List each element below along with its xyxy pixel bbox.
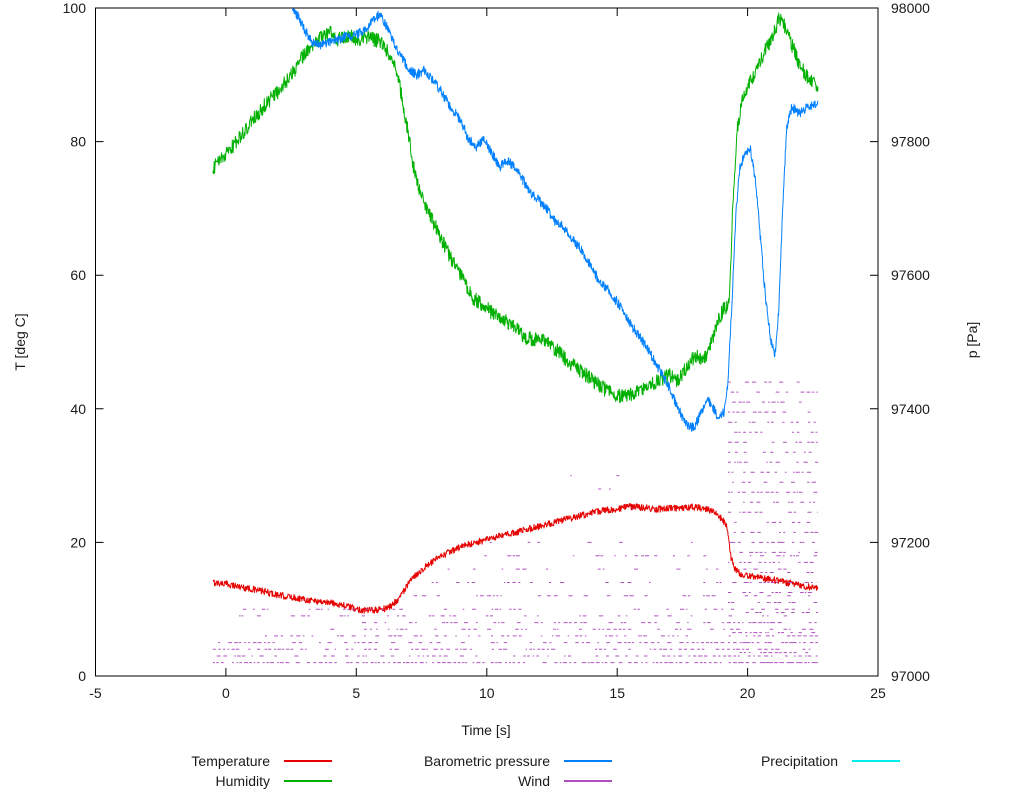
legend-line-pressure	[564, 760, 612, 762]
y-tick-label-right: 97400	[891, 401, 930, 417]
y-tick-label-right: 97600	[891, 267, 930, 283]
humidity-series-line	[212, 12, 819, 403]
y-tick-label-left: 80	[70, 134, 86, 150]
legend-item-humidity: Humidity	[95, 772, 332, 790]
legend-item-pressure: Barometric pressure	[360, 752, 612, 770]
y-axis-label-right: p [Pa]	[964, 321, 980, 359]
legend-item-wind: Wind	[360, 772, 612, 790]
y-tick-label-right: 97000	[891, 668, 930, 684]
y-tick-label-left: 100	[63, 0, 87, 16]
x-tick-label: -5	[89, 685, 102, 701]
x-axis-label: Time [s]	[461, 722, 511, 738]
y-tick-label-right: 97200	[891, 534, 930, 550]
temperature-series-line	[212, 503, 819, 614]
x-tick-label: 10	[479, 685, 495, 701]
x-tick-label: 25	[870, 685, 886, 701]
x-tick-label: 20	[740, 685, 756, 701]
legend-line-temperature	[284, 760, 332, 762]
y-tick-label-left: 60	[70, 267, 86, 283]
legend-label-precipitation: Precipitation	[760, 753, 838, 769]
legend-item-temperature: Temperature	[95, 752, 332, 770]
legend-line-precipitation	[852, 760, 900, 762]
y-tick-label-right: 98000	[891, 0, 930, 16]
pressure-series-line	[291, 7, 819, 432]
x-tick-label: 5	[352, 685, 360, 701]
legend-label-humidity: Humidity	[215, 773, 270, 789]
legend-label-temperature: Temperature	[191, 753, 270, 769]
legend-line-wind	[564, 780, 612, 782]
legend-item-precipitation: Precipitation	[650, 752, 900, 770]
y-tick-label-left: 0	[78, 668, 86, 684]
y-tick-label-left: 40	[70, 401, 86, 417]
wind-series-dashes	[212, 381, 818, 664]
legend-label-pressure: Barometric pressure	[423, 753, 550, 769]
x-tick-label: 15	[609, 685, 625, 701]
plot-border	[95, 7, 879, 677]
x-tick-label: 0	[222, 685, 230, 701]
y-axis-label-left: T [deg C]	[12, 313, 28, 371]
y-tick-label-left: 20	[70, 534, 86, 550]
legend-line-humidity	[284, 780, 332, 782]
y-tick-label-right: 97800	[891, 134, 930, 150]
legend-label-wind: Wind	[518, 773, 550, 789]
